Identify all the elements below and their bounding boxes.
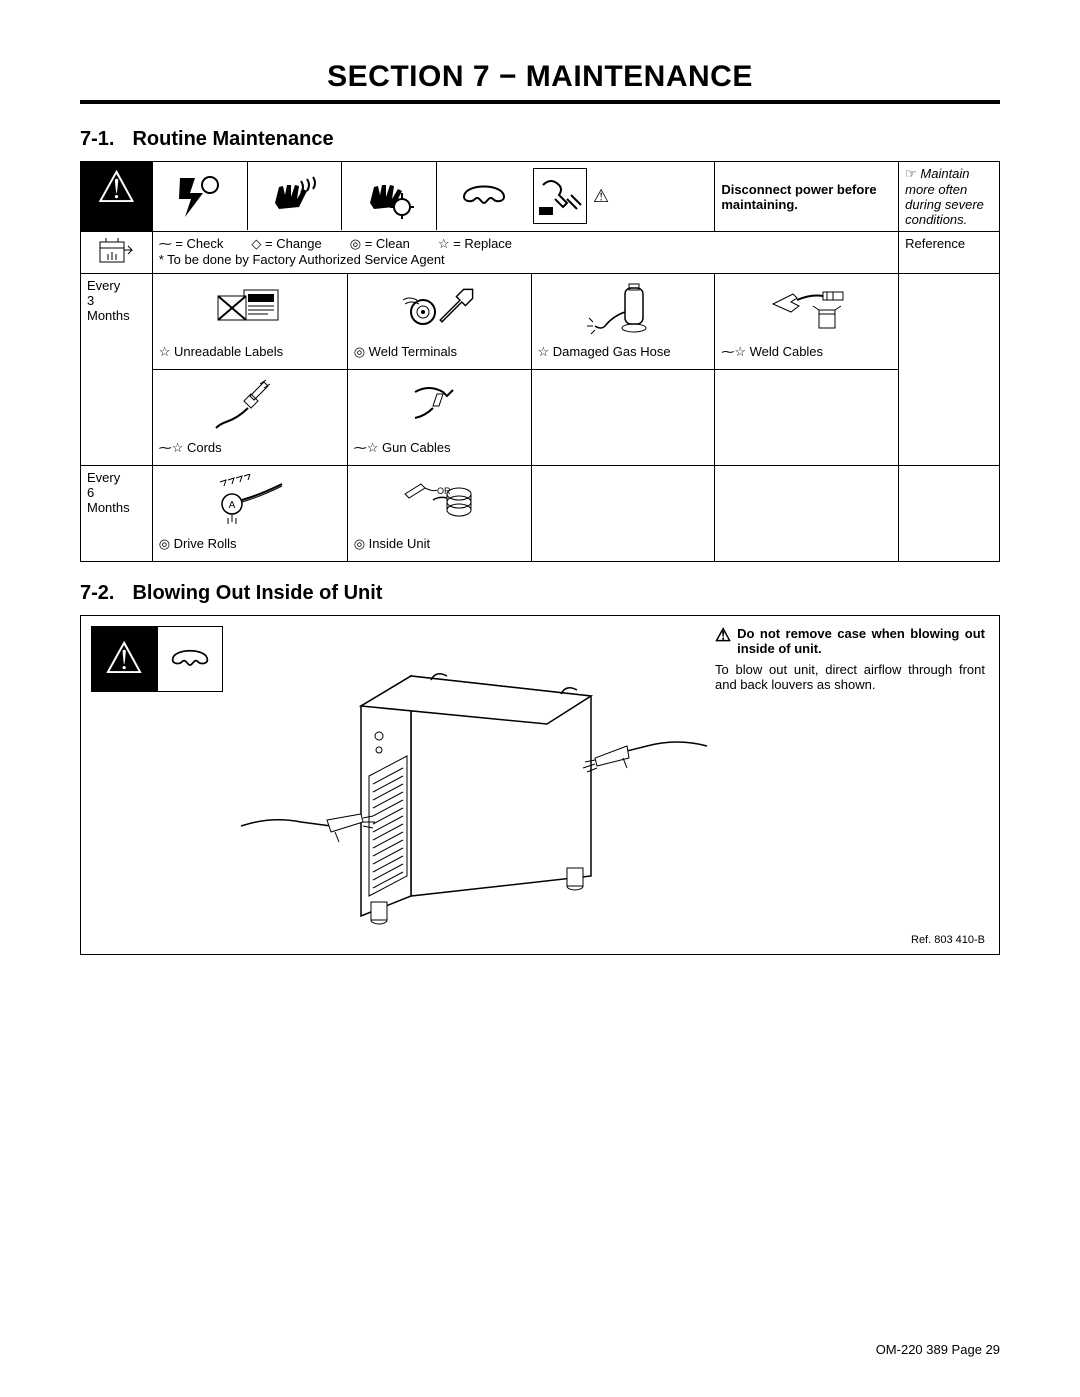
weldcab-icon	[767, 282, 847, 338]
row-3mo-b: ⁓☆ Cords ⁓☆ Gun Cables	[81, 370, 1000, 466]
disconnect-cell: ⚠	[531, 162, 715, 232]
sub72-text: Blowing Out Inside of Unit	[132, 582, 382, 604]
item-weldcab: ⁓☆ Weld Cables	[715, 274, 899, 370]
item-cords-text: ⁓☆ Cords	[159, 440, 341, 456]
hot-icon	[248, 162, 343, 230]
sub71-text: Routine Maintenance	[132, 128, 333, 150]
item-weldterm-text: ◎ Weld Terminals	[354, 344, 525, 360]
maintain-text-cell: ☞ Maintain more often during severe cond…	[899, 162, 1000, 232]
item-guncab: ⁓☆ Gun Cables	[347, 370, 531, 466]
maintenance-table: ⚠ ⚠	[80, 161, 1000, 562]
gashose-icon	[583, 282, 663, 338]
row-6mo: Every 6 Months A ◎ Drive Rolls OR ◎ Insi…	[81, 466, 1000, 562]
row-3mo-a: Every 3 Months ☆ Unreadable Labels ◎ Wel…	[81, 274, 1000, 370]
labels-icon	[210, 282, 290, 338]
item-labels-text: ☆ Unreadable Labels	[159, 344, 341, 360]
disconnect-text: Disconnect power before maintaining.	[721, 182, 876, 212]
empty-6-1	[531, 466, 715, 562]
item-guncab-text: ⁓☆ Gun Cables	[354, 440, 525, 456]
header-row: ⚠ ⚠	[81, 162, 1000, 232]
safety-icons-cell	[152, 162, 531, 232]
legend-clean: ◎ = Clean	[350, 236, 410, 252]
legend-note: * To be done by Factory Authorized Servi…	[159, 252, 892, 267]
legend-replace: ☆ = Replace	[438, 236, 512, 252]
moving-parts-icon	[342, 162, 437, 230]
legend-cell: ⁓ = Check ◇ = Change ◎ = Clean ☆ = Repla…	[152, 232, 898, 274]
empty-3b-2	[715, 370, 899, 466]
sub72-title: 7-2. Blowing Out Inside of Unit	[80, 582, 1000, 605]
figure-72: ⚠	[80, 615, 1000, 955]
legend-change: ◇ = Change	[251, 236, 321, 252]
machine-illustration	[231, 646, 711, 936]
item-gashose-text: ☆ Damaged Gas Hose	[538, 344, 709, 360]
page-footer: OM-220 389 Page 29	[876, 1342, 1000, 1357]
ref-3mo	[899, 274, 1000, 466]
fig-warning-icon: ⚠	[91, 626, 157, 692]
shock-icon	[153, 162, 248, 230]
svg-text:A: A	[228, 500, 235, 511]
fig-warn-text: Do not remove case when blowing out insi…	[737, 626, 985, 656]
item-gashose: ☆ Damaged Gas Hose	[531, 274, 715, 370]
fig-ref: Ref. 803 410-B	[911, 934, 985, 946]
item-inside-text: ◎ Inside Unit	[354, 536, 525, 552]
item-cords: ⁓☆ Cords	[152, 370, 347, 466]
driverolls-icon: A	[210, 474, 290, 530]
warn-small-icon: ⚠	[593, 186, 609, 207]
point-icon: ☞	[905, 166, 917, 181]
item-labels: ☆ Unreadable Labels	[152, 274, 347, 370]
goggles-icon	[437, 162, 531, 230]
interval-6mo: Every 6 Months	[81, 466, 153, 562]
item-inside: OR ◎ Inside Unit	[347, 466, 531, 562]
item-driverolls: A ◎ Drive Rolls	[152, 466, 347, 562]
fig-text-column: ⚠ Do not remove case when blowing out in…	[715, 626, 985, 692]
weldterm-icon	[399, 282, 479, 338]
fig-goggles-icon	[157, 626, 223, 692]
ref-6mo	[899, 466, 1000, 562]
guncab-icon	[399, 378, 479, 434]
item-weldcab-text: ⁓☆ Weld Cables	[721, 344, 892, 360]
sub71-num: 7-1.	[80, 128, 114, 150]
sub71-title: 7-1. Routine Maintenance	[80, 128, 1000, 151]
sub72-num: 7-2.	[80, 582, 114, 604]
disconnect-text-cell: Disconnect power before maintaining.	[715, 162, 899, 232]
fig-body-text: To blow out unit, direct airflow through…	[715, 662, 985, 692]
reference-header: Reference	[899, 232, 1000, 274]
interval-3mo: Every 3 Months	[81, 274, 153, 466]
plug-icon	[533, 168, 587, 224]
legend-check: ⁓ = Check	[159, 236, 224, 252]
empty-6-2	[715, 466, 899, 562]
item-weldterm: ◎ Weld Terminals	[347, 274, 531, 370]
inside-icon: OR	[399, 474, 479, 530]
warning-cell: ⚠	[81, 162, 153, 232]
maintain-text: Maintain more often during severe condit…	[905, 166, 984, 227]
item-driverolls-text: ◎ Drive Rolls	[159, 536, 341, 552]
empty-3b-1	[531, 370, 715, 466]
legend-row: ⁓ = Check ◇ = Change ◎ = Clean ☆ = Repla…	[81, 232, 1000, 274]
cords-icon	[210, 378, 290, 434]
section-title: SECTION 7 − MAINTENANCE	[80, 60, 1000, 104]
inline-warn-icon: ⚠	[715, 626, 731, 644]
warning-triangle-icon: ⚠	[97, 163, 136, 212]
calendar-icon	[81, 232, 153, 274]
